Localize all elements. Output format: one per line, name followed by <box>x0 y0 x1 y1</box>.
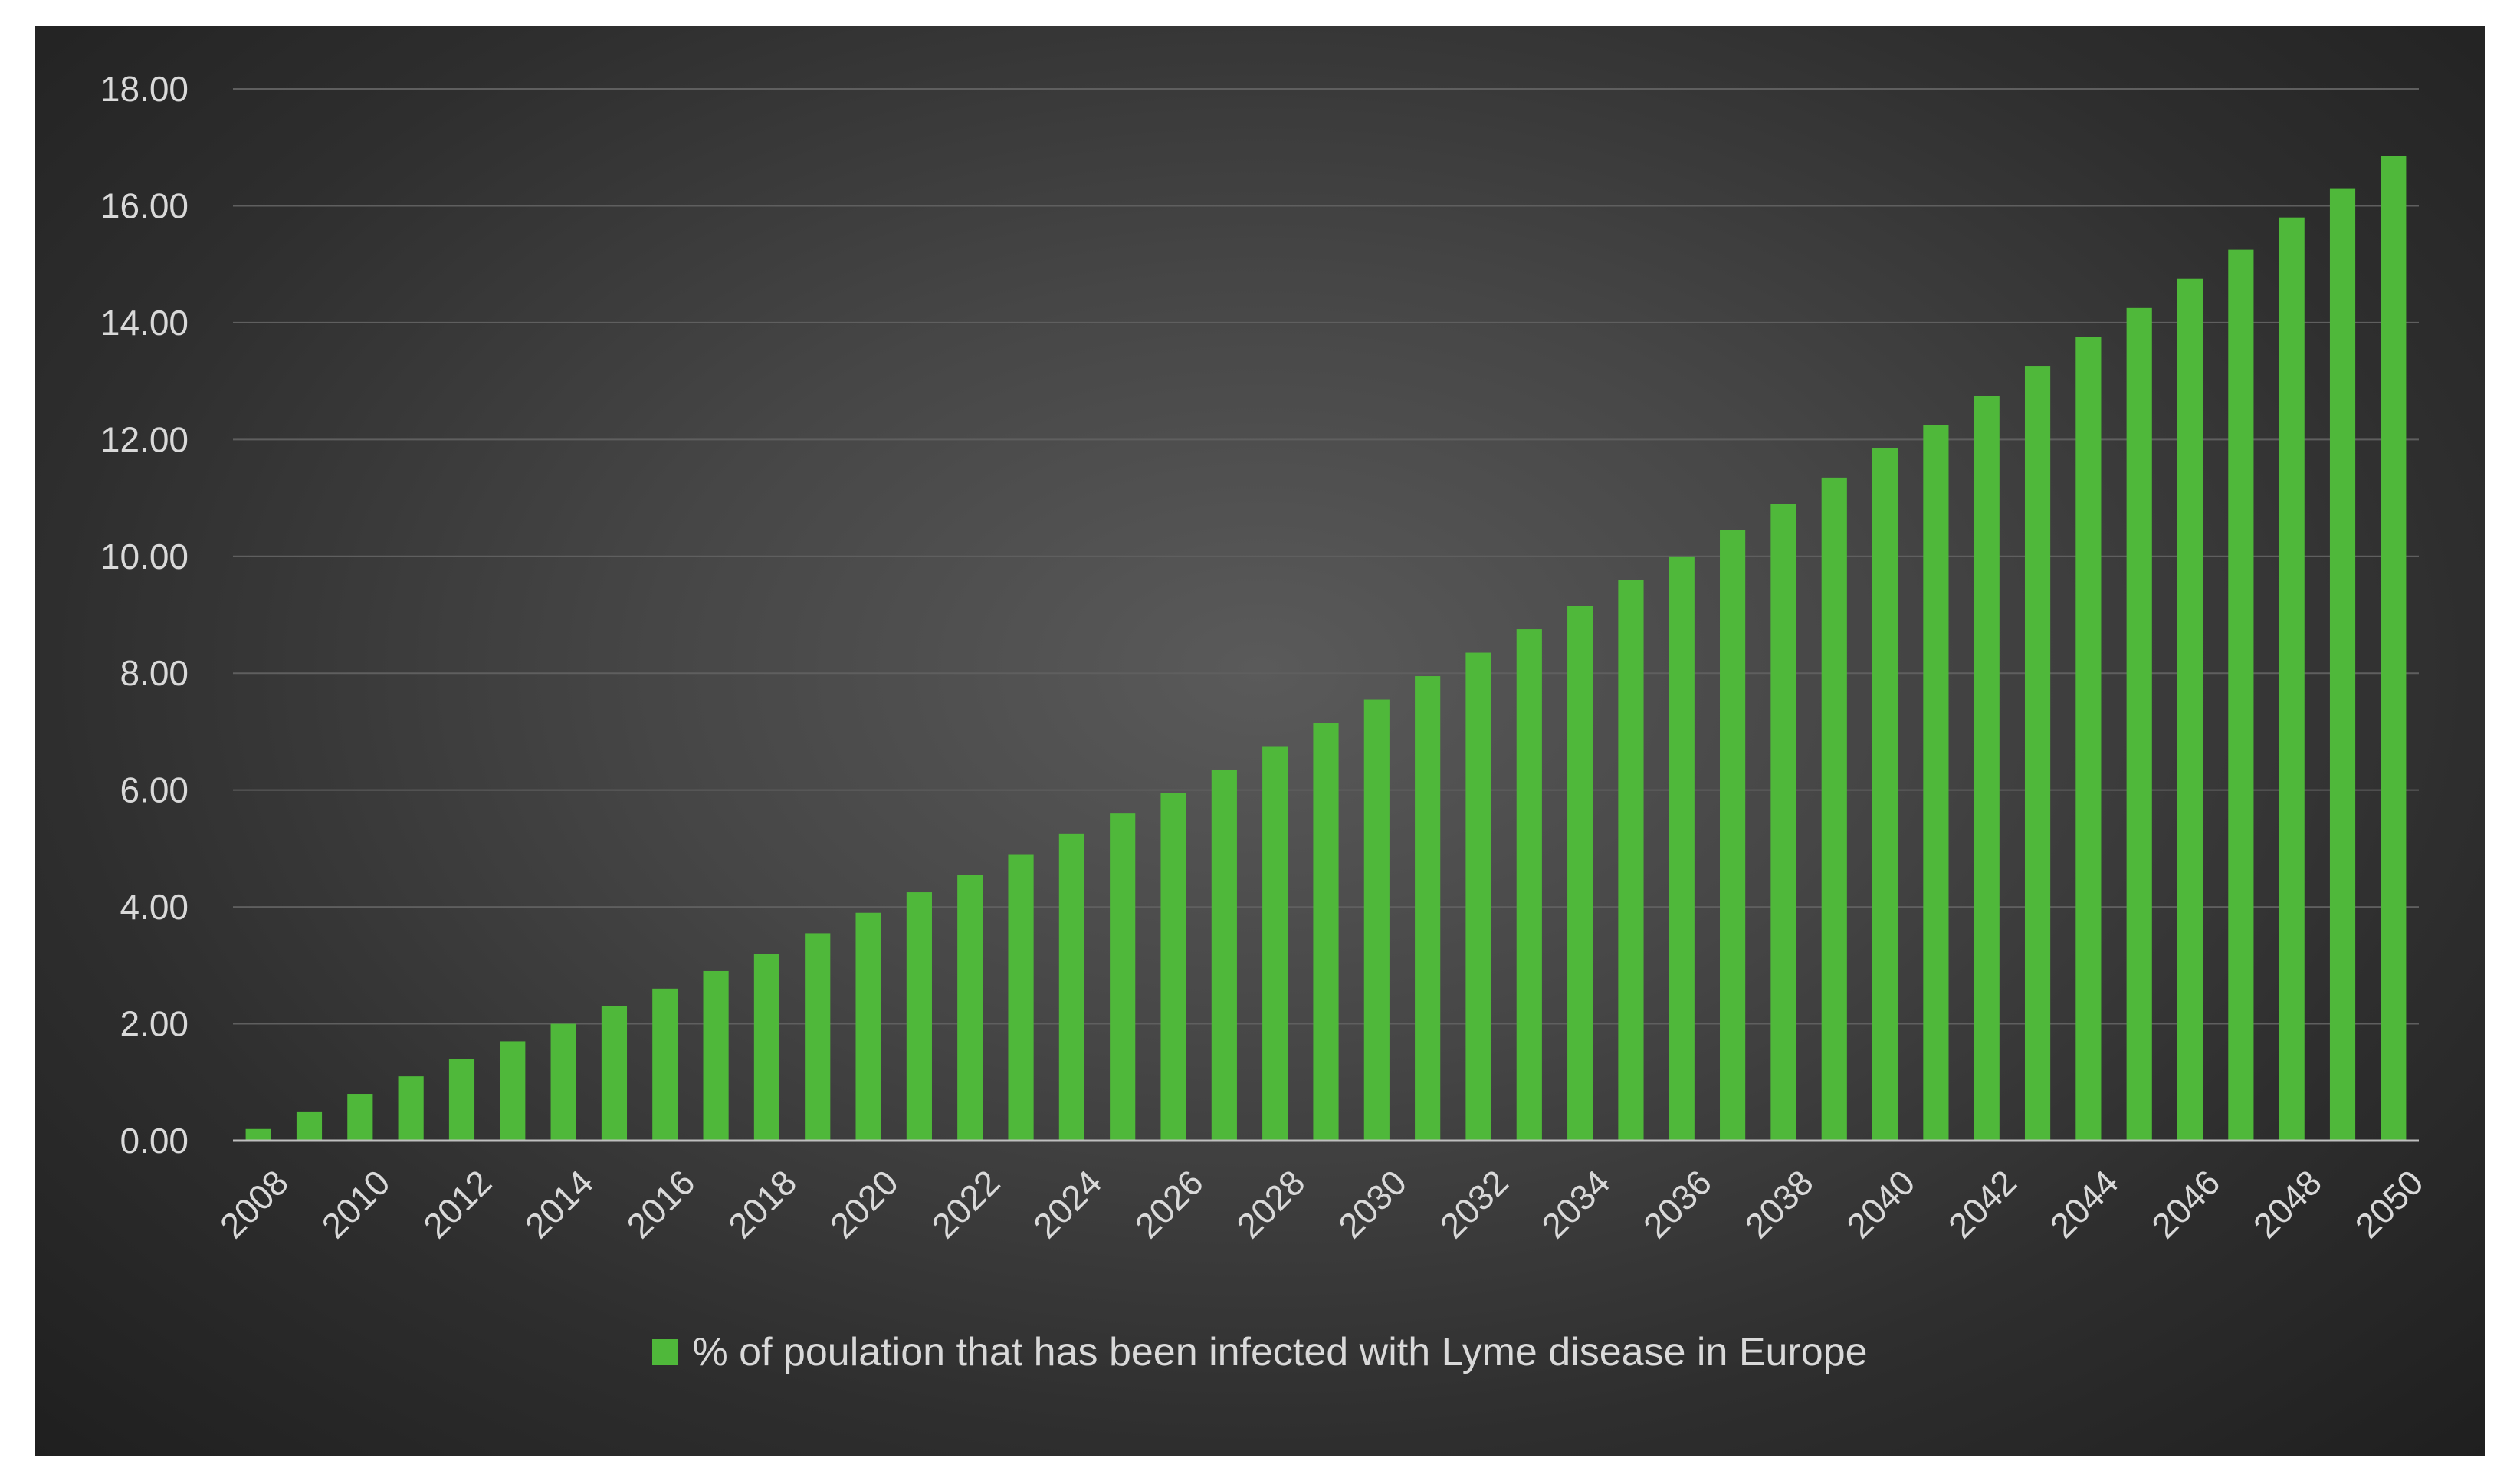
y-tick-label: 6.00 <box>120 770 189 810</box>
x-tick-label: 2022 <box>924 1162 1007 1246</box>
bar-2023 <box>1008 854 1034 1141</box>
legend-label: % of poulation that has been infected wi… <box>692 1330 1868 1374</box>
bar-2047 <box>2228 249 2254 1141</box>
bar-2025 <box>1110 813 1136 1141</box>
x-tick-label: 2012 <box>415 1162 499 1246</box>
bar-2019 <box>805 933 831 1141</box>
bar-2032 <box>1465 652 1491 1141</box>
x-axis-tick-labels: 2008 2010 2012 2014 2016 2018 2020 2022 2024 2026… <box>212 1162 2431 1246</box>
x-tick-label: 2028 <box>1229 1162 1312 1246</box>
bar-2015 <box>601 1006 628 1141</box>
x-tick-label: 2026 <box>1127 1162 1211 1246</box>
y-tick-label: 12.00 <box>100 419 189 459</box>
y-tick-label: 10.00 <box>100 537 189 576</box>
x-tick-label: 2010 <box>314 1162 398 1246</box>
bar-2013 <box>500 1041 526 1141</box>
bar-2041 <box>1923 425 1949 1141</box>
bar-2026 <box>1160 793 1186 1141</box>
bar-2017 <box>703 970 729 1141</box>
bar-2043 <box>2024 366 2051 1141</box>
bar-2027 <box>1211 769 1237 1141</box>
x-tick-label: 2016 <box>619 1162 702 1246</box>
bar-2049 <box>2329 188 2356 1141</box>
bar-2022 <box>957 875 983 1141</box>
y-tick-label: 18.00 <box>100 69 189 109</box>
x-tick-label: 2046 <box>2144 1162 2227 1246</box>
bar-2012 <box>448 1059 475 1141</box>
bar-2037 <box>1720 530 1746 1141</box>
bar-2010 <box>347 1094 373 1141</box>
bar-2039 <box>1821 477 1847 1141</box>
bar-2036 <box>1669 556 1695 1141</box>
bar-2045 <box>2126 307 2152 1141</box>
bar-2033 <box>1516 629 1542 1141</box>
x-tick-label: 2036 <box>1636 1162 1719 1246</box>
bar-2009 <box>296 1111 323 1141</box>
x-tick-label: 2030 <box>1331 1162 1414 1246</box>
gridlines <box>233 88 2419 1025</box>
bar-2038 <box>1770 504 1796 1141</box>
x-tick-label: 2032 <box>1432 1162 1516 1246</box>
x-tick-label: 2040 <box>1839 1162 1922 1246</box>
chart-frame: 0.00 2.00 4.00 6.00 8.00 10.00 12.00 14.00 16.00… <box>35 26 2485 1456</box>
bar-2050 <box>2381 156 2407 1141</box>
x-tick-label: 2048 <box>2246 1162 2329 1246</box>
x-tick-label: 2008 <box>212 1162 296 1246</box>
bar-chart: 0.00 2.00 4.00 6.00 8.00 10.00 12.00 14.00 16.00… <box>100 69 2431 1246</box>
x-tick-label: 2050 <box>2348 1162 2431 1246</box>
y-axis-tick-labels: 0.00 2.00 4.00 6.00 8.00 10.00 12.00 14.00 16.00… <box>100 69 189 1161</box>
bar-2034 <box>1567 606 1593 1141</box>
y-tick-label: 0.00 <box>120 1121 189 1161</box>
bar-2021 <box>906 892 932 1141</box>
x-tick-label: 2014 <box>517 1162 601 1246</box>
bar-2042 <box>1974 396 2000 1141</box>
y-tick-label: 16.00 <box>100 186 189 225</box>
x-tick-label: 2018 <box>720 1162 804 1246</box>
bar-2024 <box>1058 833 1084 1141</box>
x-tick-label: 2034 <box>1534 1162 1617 1246</box>
bar-2008 <box>245 1128 271 1141</box>
bar-2016 <box>652 988 678 1141</box>
x-tick-label: 2024 <box>1025 1162 1109 1246</box>
bar-2040 <box>1872 448 1898 1141</box>
legend: % of poulation that has been infected wi… <box>35 1329 2485 1375</box>
bar-2035 <box>1618 580 1644 1141</box>
bar-2046 <box>2177 278 2203 1141</box>
bar-2030 <box>1363 699 1390 1141</box>
bar-2014 <box>550 1023 576 1141</box>
y-tick-label: 2.00 <box>120 1004 189 1044</box>
bar-2031 <box>1415 676 1441 1141</box>
bar-2048 <box>2279 217 2305 1141</box>
legend-swatch <box>652 1339 679 1365</box>
bar-2020 <box>855 912 881 1141</box>
bar-2011 <box>398 1076 424 1141</box>
bar-2018 <box>753 954 779 1141</box>
bar-2028 <box>1262 746 1288 1141</box>
bar-2029 <box>1313 723 1339 1141</box>
x-tick-label: 2044 <box>2043 1162 2126 1246</box>
y-tick-label: 4.00 <box>120 887 189 927</box>
y-tick-label: 8.00 <box>120 653 189 693</box>
bars <box>245 156 2407 1141</box>
bar-2044 <box>2075 337 2102 1141</box>
x-tick-label: 2020 <box>822 1162 906 1246</box>
x-tick-label: 2038 <box>1737 1162 1821 1246</box>
y-tick-label: 14.00 <box>100 303 189 343</box>
x-tick-label: 2042 <box>1941 1162 2024 1246</box>
